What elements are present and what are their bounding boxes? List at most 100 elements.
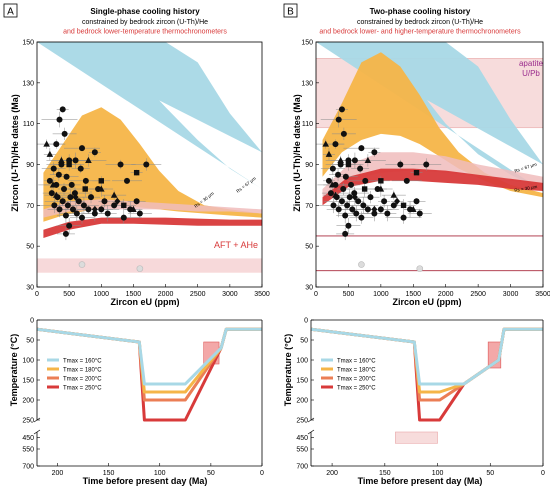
panel-a-top: A Single-phase cooling history constrain… (3, 3, 270, 307)
axis-break-mark (307, 417, 315, 435)
y-tick-label: 50 (26, 338, 34, 345)
band-180c (322, 52, 543, 198)
data-point-circle (53, 141, 60, 148)
band-250c (43, 217, 262, 238)
panel-a-subtitle: constrained by bedrock zircon (U-Th)/He (82, 19, 208, 26)
axis-break-mark (33, 417, 41, 435)
data-point-circle (384, 210, 391, 217)
data-point-circle (82, 177, 89, 184)
y-tick-label: 70 (305, 203, 313, 210)
data-point-circle (66, 222, 73, 229)
data-point-circle (360, 202, 367, 209)
data-point-circle (351, 190, 358, 197)
data-point-circle (335, 116, 342, 123)
data-point-square (98, 178, 104, 184)
y-tick-label: 50 (300, 338, 308, 345)
data-point-circle (338, 106, 345, 113)
y-tick-label: 130 (22, 80, 34, 87)
y-tick-label: 130 (301, 80, 313, 87)
x-tick-label: 50 (207, 470, 215, 477)
data-point-circle (330, 202, 337, 209)
data-point-circle (367, 194, 374, 201)
panel-a-rs-large: Rs = 67 μm (235, 176, 257, 194)
data-point-circle (64, 202, 71, 209)
band-250c (322, 168, 543, 206)
panel-b-ylabel: Zircon (U-Th)/He dates (Ma) (292, 94, 302, 212)
x-tick-label: 150 (379, 470, 391, 477)
y-tick-label: 200 (22, 398, 34, 405)
x-tick-label: 2000 (438, 291, 454, 298)
data-point-circle (400, 214, 407, 221)
data-point-circle (377, 206, 384, 213)
data-point-diamond (91, 205, 98, 213)
data-point-open (358, 261, 365, 268)
panel-b-subtitle: constrained by bedrock zircon (U-Th)/He (357, 19, 483, 26)
data-point-circle (61, 186, 67, 192)
x-tick-label: 0 (35, 291, 39, 298)
data-point-circle (117, 161, 124, 168)
panel-b-rs-large: Rs = 67 μm (514, 162, 538, 174)
data-point-circle (136, 210, 143, 217)
y-tick-label: 550 (22, 447, 34, 454)
panel-a-ylabel: Zircon (U-Th)/He dates (Ma) (10, 94, 20, 212)
data-point-circle (342, 230, 349, 237)
data-point-circle (101, 198, 108, 205)
y-tick-label: 100 (296, 358, 308, 365)
x-tick-label: 3000 (222, 291, 238, 298)
data-point-circle (355, 198, 362, 205)
data-point-circle (390, 202, 397, 209)
panel-b-apatite-line1: apatite (519, 59, 544, 68)
data-point-circle (338, 198, 345, 205)
data-point-triangle (337, 156, 344, 164)
plot-area (316, 42, 543, 272)
panel-a-scatter-plot: 0 500 1000 1500 2000 2500 3000 3500 30 50 70 90 110 1… (22, 40, 270, 299)
x-tick-label: 50 (486, 470, 494, 477)
tt-path-160c (36, 327, 262, 386)
data-point-circle (358, 214, 365, 221)
data-point-circle (371, 210, 378, 217)
data-point-circle (68, 181, 75, 188)
data-point-circle (111, 202, 118, 209)
x-tick-label: 2000 (158, 291, 174, 298)
data-point-circle (50, 165, 57, 172)
data-point-circle (51, 202, 58, 209)
data-point-triangle (332, 191, 339, 198)
data-point-circle (88, 194, 94, 201)
data-point-circle (381, 198, 388, 205)
data-point-circle (85, 206, 92, 213)
data-point-circle (348, 181, 355, 188)
panel-b-apatite-line2: U/Pb (522, 69, 540, 78)
data-point-triangle (130, 205, 137, 213)
legend-label: Tmax = 200°C (63, 377, 102, 383)
data-point-circle (55, 171, 62, 178)
y-tick-label: 30 (305, 285, 313, 292)
data-point-triangle (328, 181, 336, 188)
y-tick-label: 90 (26, 162, 34, 169)
y-tick-label: 90 (305, 162, 313, 169)
panel-b-subtitle2: and bedrock lower- and higher-temperatur… (319, 29, 521, 36)
legend-label: Tmax = 250°C (63, 386, 102, 392)
y-tick-label: 550 (296, 447, 308, 454)
data-point-circle (80, 202, 87, 209)
data-point-circle (416, 210, 423, 217)
x-tick-label: 2500 (190, 291, 206, 298)
panel-b-xlabel: Zircon eU (ppm) (393, 297, 462, 307)
data-point-square (361, 186, 368, 192)
data-point-square (413, 169, 420, 176)
y-tick-label: 100 (22, 358, 34, 365)
data-point-circle (67, 194, 74, 201)
tt-path-250c (36, 327, 262, 422)
data-point-circle (56, 116, 63, 123)
data-point-circle (335, 206, 342, 213)
data-point-circle (403, 177, 410, 184)
plot-area (37, 42, 262, 273)
data-point-circle (73, 210, 80, 217)
data-point-circle (61, 130, 68, 137)
tt-path-250c (310, 327, 543, 422)
y-tick-label: 30 (26, 285, 34, 292)
data-point-square (66, 161, 72, 168)
x-tick-label: 3500 (254, 291, 270, 298)
data-point-triangle (409, 205, 417, 213)
x-tick-label: 200 (52, 470, 64, 477)
data-point-circle (62, 212, 69, 219)
